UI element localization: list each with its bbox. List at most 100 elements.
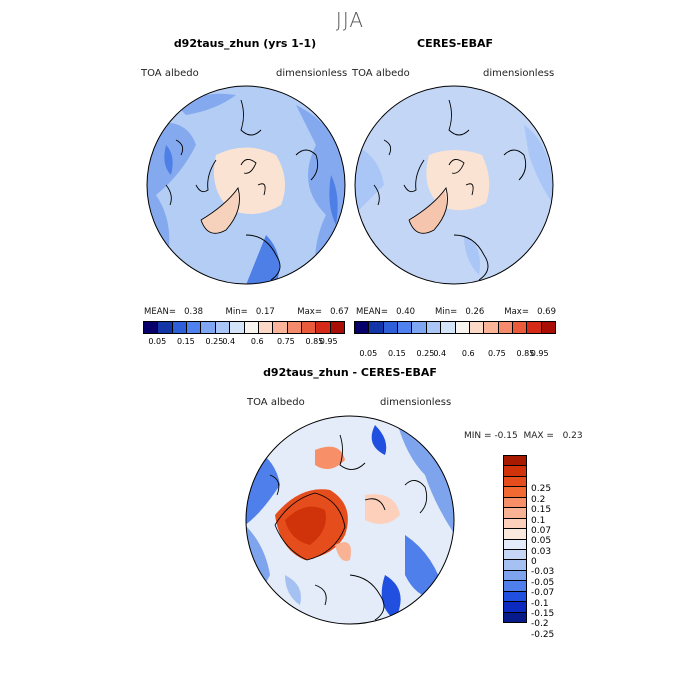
panel-2-max-label: Max= xyxy=(504,307,529,317)
panel-2-colorbar-swatch xyxy=(541,322,556,333)
panel-2-max-value: 0.69 xyxy=(537,307,556,317)
diff-colorbar-swatch xyxy=(504,602,526,613)
panel-2-colorbar-swatch xyxy=(455,322,470,333)
panel-2-colorbar-swatch xyxy=(412,322,427,333)
panel-1-colorbar-tick-label: 0.4 xyxy=(222,337,236,346)
panel-1-colorbar-swatch xyxy=(187,322,202,333)
panel-1-colorbar-tick-label: 0.95 xyxy=(319,337,338,346)
panel-1-colorbar-tick-label: 0.15 xyxy=(176,337,195,346)
panel-1-colorbar-swatch xyxy=(172,322,188,333)
diff-colorbar-tick-label: -0.05 xyxy=(531,577,555,588)
diff-colorbar-swatch xyxy=(504,581,526,592)
panel-1-colorbar-swatch xyxy=(201,322,216,333)
panel-1-colorbar-swatch xyxy=(244,322,259,333)
panel-2-mean-value: 0.40 xyxy=(396,307,416,317)
panel-1-colorbar-swatch xyxy=(316,322,331,333)
panel-2-colorbar-swatch xyxy=(527,322,542,333)
panel-2-colorbar-swatch xyxy=(498,322,513,333)
panel-1-variable-label: TOA albedo xyxy=(141,68,199,79)
panel-1-colorbar-swatch xyxy=(215,322,231,333)
panel-2-mean-label: MEAN= xyxy=(356,307,388,317)
diff-colorbar-tick-label: 0 xyxy=(531,557,537,567)
season-title: JJA xyxy=(335,8,365,32)
diff-colorbar-swatch xyxy=(504,456,526,467)
diff-colorbar-swatch xyxy=(504,549,526,561)
panel-2-colorbar-tick-label: 0.85 xyxy=(516,349,535,358)
panel-2-colorbar-swatch xyxy=(484,322,499,333)
diff-colorbar-swatch xyxy=(504,466,526,477)
diff-colorbar-swatch xyxy=(504,508,526,519)
panel-2-colorbar-tick-label: 0.75 xyxy=(487,349,506,358)
panel-1-colorbar-tick-label: 0.6 xyxy=(250,337,264,346)
panel-1-colorbar-labels: 0.05 0.15 0.25 0.4 0.6 0.75 0.85 0.95 xyxy=(143,337,343,349)
panel-1-title: d92taus_zhun (yrs 1-1) xyxy=(173,37,317,50)
diff-title: d92taus_zhun - CERES-EBAF xyxy=(263,366,437,379)
diff-colorbar-tick-label: 0.05 xyxy=(531,536,552,547)
panel-2-colorbar-swatch xyxy=(426,322,442,333)
panel-2-colorbar-swatch xyxy=(369,322,384,333)
diff-units-label: dimensionless xyxy=(380,397,452,408)
panel-2-colorbar-tick-label: 0.4 xyxy=(433,349,447,358)
panel-1-max-value: 0.67 xyxy=(330,307,349,317)
diff-map-fill xyxy=(246,416,454,624)
diff-colorbar-swatch xyxy=(504,476,526,488)
panel-2-colorbar-tick-label: 0.25 xyxy=(416,349,435,358)
panel-2-units-label: dimensionless xyxy=(483,68,555,79)
diff-colorbar-tick-label: 0.25 xyxy=(531,484,552,495)
panel-2-min-label: Min= xyxy=(435,307,458,317)
panel-2-colorbar-labels: 0.05 0.15 0.25 0.4 0.6 0.75 0.85 0.95 xyxy=(354,349,554,361)
panel-1-colorbar xyxy=(143,321,345,334)
panel-2-stats: MEAN= 0.40 Min= 0.26 Max= 0.69 xyxy=(356,307,556,317)
panel-2-colorbar xyxy=(354,321,556,334)
panel-1-colorbar-tick-label: 0.25 xyxy=(205,337,224,346)
diff-colorbar-swatch xyxy=(504,518,526,530)
panel-2-min-value: 0.26 xyxy=(465,307,485,317)
diff-colorbar-swatch xyxy=(504,560,526,571)
diff-colorbar-tick-label: -0.1 xyxy=(531,598,549,609)
diff-max-label: MAX = xyxy=(523,431,554,441)
diff-colorbar-tick-label: -0.2 xyxy=(531,619,549,630)
panel-1-min-label: Min= xyxy=(225,307,248,317)
diff-colorbar-swatch xyxy=(504,497,526,509)
panel-2-map-fill xyxy=(355,86,553,284)
panel-2-colorbar-swatch xyxy=(398,322,413,333)
panel-1-stats: MEAN= 0.38 Min= 0.17 Max= 0.67 xyxy=(144,307,349,317)
diff-colorbar-swatch xyxy=(504,612,526,622)
panel-1-colorbar-tick-label: 0.05 xyxy=(148,337,167,346)
diff-colorbar-swatch xyxy=(504,570,526,582)
panel-2-variable-label: TOA albedo xyxy=(352,68,410,79)
panel-2-colorbar-tick-label: 0.95 xyxy=(530,349,549,358)
diff-colorbar-swatch xyxy=(504,591,526,603)
panel-1-colorbar-swatch xyxy=(230,322,245,333)
panel-1-colorbar-swatch xyxy=(287,322,302,333)
diff-colorbar-swatch xyxy=(504,529,526,540)
diff-variable-label: TOA albedo xyxy=(247,397,305,408)
panel-2-map xyxy=(354,85,554,285)
panel-2-colorbar-swatch xyxy=(512,322,528,333)
panel-1-colorbar-swatch xyxy=(258,322,274,333)
panel-1-mean-value: 0.38 xyxy=(184,307,204,317)
diff-colorbar-tick-label: 0.2 xyxy=(531,494,546,505)
panel-1-colorbar-swatch xyxy=(301,322,317,333)
panel-1-colorbar-tick-label: 0.75 xyxy=(276,337,295,346)
panel-2-colorbar-swatch xyxy=(469,322,485,333)
diff-colorbar-swatch xyxy=(504,487,526,498)
diff-map xyxy=(245,415,455,625)
panel-1-colorbar-tick-label: 0.85 xyxy=(305,337,324,346)
diff-colorbar-labels: 0.25 0.2 0.15 0.1 0.07 0.05 0.03 0 -0.03 -0.05 -0.… xyxy=(531,479,571,645)
diff-colorbar-tick-label: 0.1 xyxy=(531,515,546,526)
diff-colorbar-tick-label: 0.03 xyxy=(531,546,552,557)
panel-2-title: CERES-EBAF xyxy=(417,37,493,50)
panel-1-colorbar-swatch xyxy=(330,322,345,333)
diff-min-value: -0.15 xyxy=(494,431,518,441)
diff-min-label: MIN = xyxy=(464,431,492,441)
panel-1-colorbar-swatch xyxy=(144,322,159,333)
diff-colorbar-tick-label: 0.07 xyxy=(531,525,552,536)
panel-1-colorbar-swatch xyxy=(273,322,288,333)
panel-1-mean-label: MEAN= xyxy=(144,307,176,317)
panel-2-colorbar-swatch xyxy=(355,322,370,333)
diff-colorbar-tick-label: -0.15 xyxy=(531,608,555,619)
panel-2-colorbar-swatch xyxy=(441,322,456,333)
panel-2-colorbar-tick-label: 0.15 xyxy=(387,349,406,358)
panel-1-max-label: Max= xyxy=(297,307,322,317)
